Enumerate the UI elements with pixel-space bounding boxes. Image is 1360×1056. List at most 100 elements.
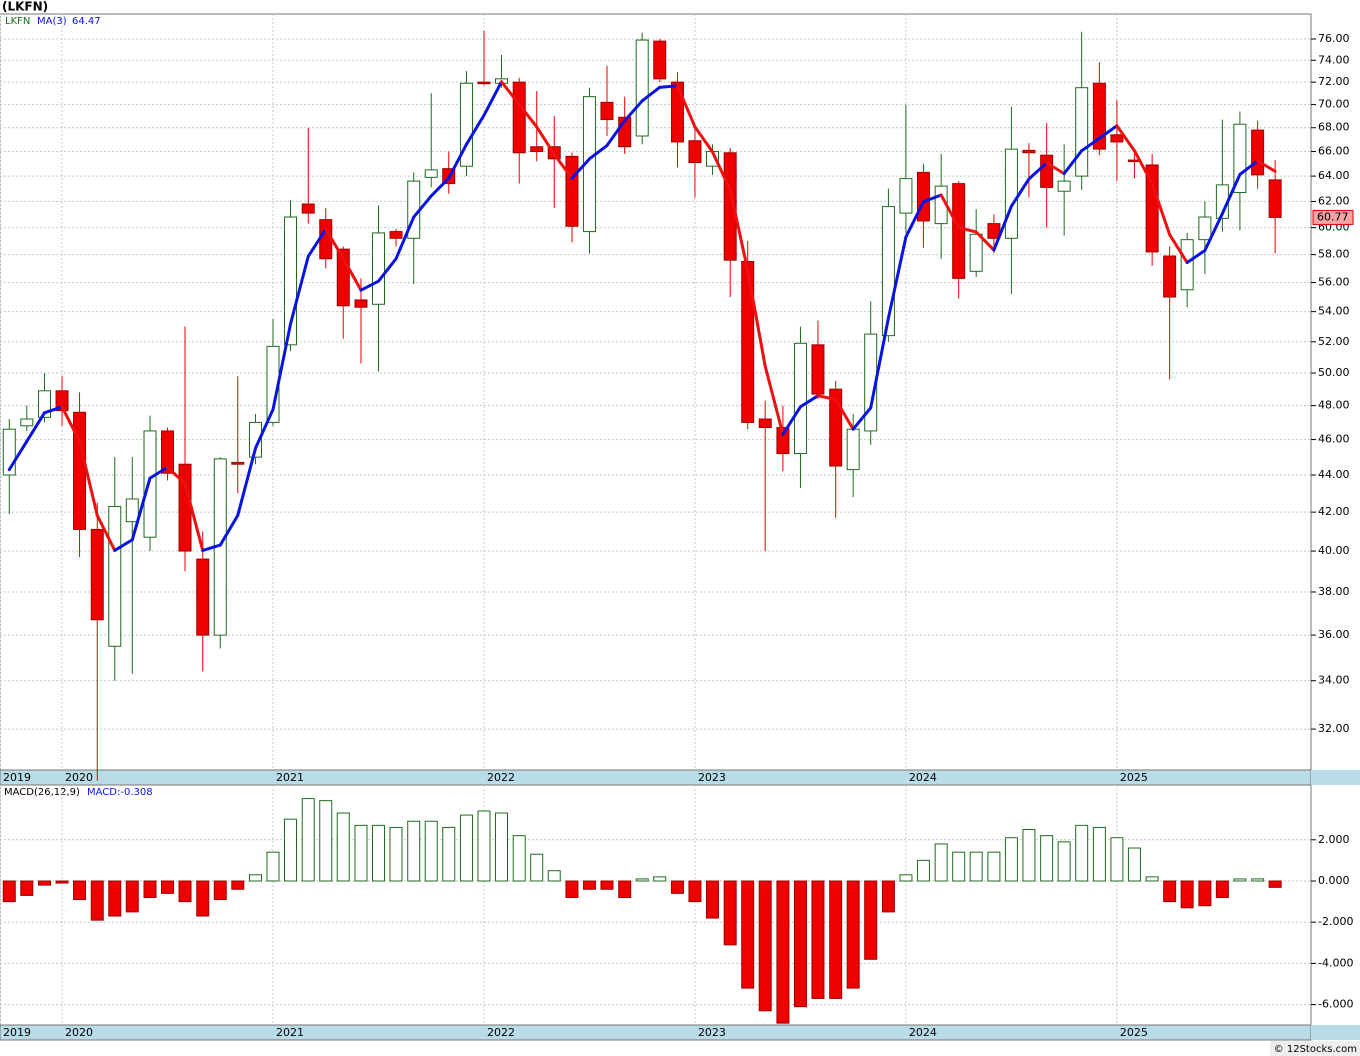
- macd-bar: [371, 824, 385, 882]
- candle-body: [653, 40, 667, 80]
- macd-bar: [952, 851, 966, 882]
- ma-segment: [886, 235, 908, 320]
- candle-body: [1163, 255, 1177, 298]
- macd-bar: [1268, 880, 1282, 888]
- candle-body: [178, 463, 192, 552]
- candle-body: [916, 171, 930, 222]
- ma-segment: [130, 476, 152, 542]
- candle-body: [723, 152, 737, 261]
- macd-bar: [530, 853, 544, 882]
- ma-segment: [499, 80, 521, 106]
- ma-segment: [341, 256, 363, 292]
- ma-segment: [570, 157, 591, 180]
- ma-segment: [236, 446, 257, 517]
- macd-bar: [1022, 828, 1036, 882]
- ma-segment: [148, 465, 170, 480]
- date-bar: [0, 1024, 1312, 1041]
- macd-bar: [793, 880, 807, 1008]
- candle-body: [20, 418, 34, 427]
- y-tick-label: 32.00: [1318, 722, 1350, 735]
- candle-body: [952, 183, 966, 279]
- macd-bar: [776, 880, 790, 1024]
- ma-segment: [1009, 177, 1031, 208]
- macd-bar: [846, 880, 860, 989]
- candle-body: [55, 390, 69, 412]
- candle-body: [811, 344, 825, 395]
- ma-segment: [1027, 161, 1049, 181]
- candle-body: [1040, 154, 1054, 188]
- macd-bar: [20, 880, 34, 896]
- candle-body: [530, 146, 544, 153]
- candle-body: [846, 428, 860, 471]
- candle-body: [899, 178, 913, 214]
- candle-body: [161, 430, 175, 474]
- macd-bar: [1180, 880, 1194, 909]
- macd-bar: [1251, 878, 1265, 882]
- y-tick-label: 2.000: [1318, 833, 1350, 846]
- ma-segment: [974, 230, 996, 252]
- ma-segment: [43, 405, 64, 415]
- macd-bar: [336, 812, 350, 882]
- y-tick-label: 56.00: [1318, 276, 1350, 289]
- ma-segment: [1185, 249, 1207, 265]
- candle-body: [1110, 134, 1124, 143]
- y-tick-label: -6.000: [1318, 998, 1353, 1011]
- axis-bar: [1311, 1025, 1360, 1040]
- candle-body: [196, 558, 210, 636]
- x-tick-label: 2022: [487, 771, 515, 784]
- ma-segment: [376, 257, 398, 283]
- ma-segment: [517, 102, 539, 129]
- y-tick-label: 44.00: [1318, 468, 1350, 481]
- macd-bar: [143, 880, 157, 898]
- y-tick-label: 64.00: [1318, 169, 1350, 182]
- candle-body: [1057, 180, 1071, 192]
- macd-label: MACD(26,12,9): [4, 787, 80, 798]
- ma-segment: [412, 194, 433, 219]
- candle-body: [1145, 164, 1159, 253]
- macd-bar: [248, 874, 262, 882]
- candle-body: [1233, 123, 1247, 193]
- legend-ma: MA(3): [37, 16, 67, 27]
- macd-value: MACD:-0.308: [87, 787, 153, 798]
- candle-body: [829, 388, 843, 467]
- ma-segment: [271, 322, 293, 411]
- candle-body: [1092, 82, 1106, 150]
- ma-segment: [710, 150, 732, 192]
- ma-segment: [1220, 172, 1242, 215]
- candle-body: [635, 39, 649, 137]
- macd-bar: [723, 880, 737, 946]
- macd-bar: [864, 880, 878, 960]
- x-tick-label: 2024: [909, 771, 937, 784]
- y-tick-label: 52.00: [1318, 335, 1350, 348]
- candle-body: [424, 169, 438, 178]
- macd-bar: [705, 880, 719, 919]
- candle-body: [776, 427, 790, 455]
- macd-bar: [55, 880, 69, 884]
- macd-bar: [125, 880, 139, 913]
- macd-bar: [231, 880, 245, 890]
- ma-segment: [1062, 149, 1084, 176]
- candle-body: [1004, 148, 1018, 239]
- ma-segment: [658, 84, 679, 89]
- x-tick-label: 2020: [65, 1026, 93, 1039]
- y-tick-label: 72.00: [1318, 75, 1350, 88]
- candle-body: [354, 299, 368, 308]
- y-tick-label: 74.00: [1318, 53, 1350, 66]
- macd-bar: [1198, 880, 1212, 907]
- ma-segment: [587, 144, 609, 161]
- ma-segment: [447, 142, 468, 180]
- y-tick-label: 48.00: [1318, 399, 1350, 412]
- macd-bar: [1057, 841, 1071, 882]
- ma-segment: [306, 227, 328, 258]
- ma-segment: [324, 227, 345, 260]
- ma-segment: [60, 405, 82, 443]
- candle-body: [1198, 216, 1212, 241]
- ma-segment: [201, 543, 222, 552]
- y-tick-label: 0.000: [1318, 874, 1350, 887]
- y-tick-label: 46.00: [1318, 433, 1350, 446]
- macd-bar: [1215, 880, 1229, 898]
- ma-segment: [1045, 161, 1066, 176]
- macd-bar: [1233, 878, 1247, 882]
- macd-bar: [565, 880, 579, 898]
- ma-segment: [693, 125, 714, 154]
